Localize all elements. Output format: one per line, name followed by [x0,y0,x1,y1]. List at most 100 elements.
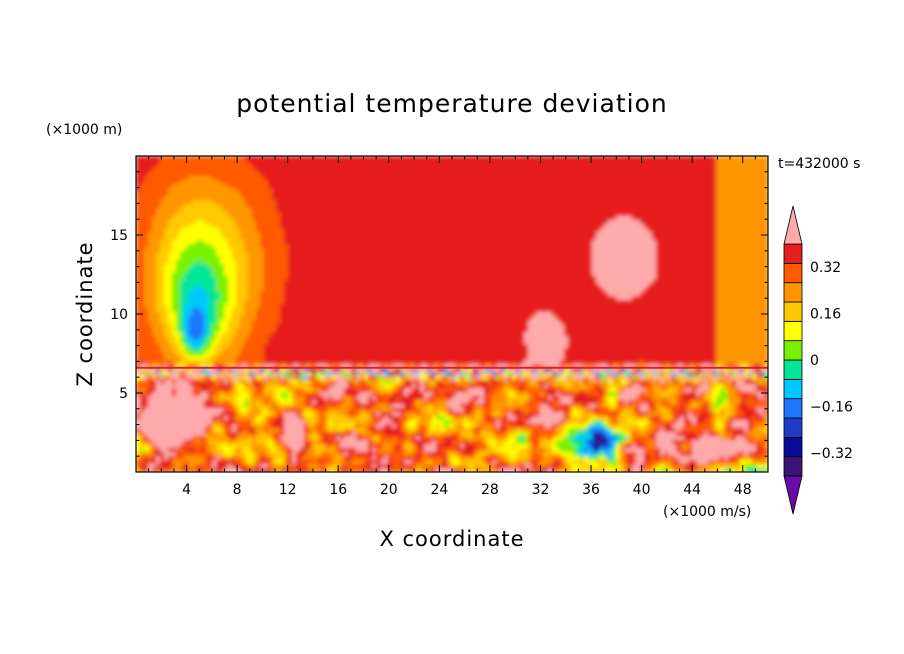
field-cell [532,260,537,265]
field-cell [292,172,297,177]
field-cell [436,252,441,257]
field-cell [236,272,241,277]
field-cell [496,184,501,189]
field-cell [536,236,541,241]
field-cell [448,196,453,201]
field-cell [160,172,165,177]
field-cell [684,272,689,277]
field-cell [576,252,581,257]
field-cell [300,184,305,189]
field-cell [508,240,513,245]
field-cell [452,252,457,257]
field-cell [352,172,357,177]
field-cell [244,228,249,233]
field-cell [736,172,741,177]
field-cell [408,208,413,213]
field-cell [520,180,525,185]
field-cell [384,236,389,241]
field-cell [160,264,165,269]
field-cell [352,280,357,285]
field-cell [728,164,733,169]
field-cell [684,268,689,273]
field-cell [680,164,685,169]
field-cell [476,260,481,265]
field-cell [452,276,457,281]
field-cell [428,176,433,181]
field-cell [376,248,381,253]
field-cell [648,196,653,201]
field-cell [368,276,373,281]
field-cell [424,228,429,233]
field-cell [492,248,497,253]
field-cell [308,212,313,217]
field-cell [464,260,469,265]
field-cell [220,236,225,241]
field-cell [676,156,681,161]
field-cell [604,180,609,185]
field-cell [608,192,613,197]
field-cell [744,276,749,281]
field-cell [256,252,261,257]
field-cell [292,200,297,205]
field-cell [556,168,561,173]
field-cell [300,232,305,237]
field-cell [184,164,189,169]
field-cell [256,244,261,249]
field-cell [636,232,641,237]
field-cell [340,228,345,233]
field-cell [620,264,625,269]
field-cell [248,160,253,165]
field-cell [504,168,509,173]
field-cell [388,196,393,201]
field-cell [596,220,601,225]
field-cell [368,188,373,193]
field-cell [336,224,341,229]
field-cell [656,240,661,245]
field-cell [480,220,485,225]
field-cell [712,176,717,181]
field-cell [196,164,201,169]
field-cell [144,160,149,165]
field-cell [268,168,273,173]
field-cell [760,180,765,185]
field-cell [504,280,509,285]
field-cell [156,192,161,197]
field-cell [572,164,577,169]
field-cell [536,264,541,269]
field-cell [160,180,165,185]
field-cell [556,248,561,253]
field-cell [224,156,229,161]
field-cell [612,244,617,249]
field-cell [548,232,553,237]
field-cell [624,260,629,265]
field-cell [436,184,441,189]
field-cell [624,200,629,205]
field-cell [612,172,617,177]
field-cell [148,252,153,257]
field-cell [196,160,201,165]
field-cell [152,240,157,245]
field-cell [724,192,729,197]
field-cell [348,224,353,229]
field-cell [412,244,417,249]
field-cell [288,192,293,197]
field-cell [532,220,537,225]
field-cell [648,212,653,217]
field-cell [224,260,229,265]
field-cell [396,208,401,213]
field-cell [492,184,497,189]
field-cell [736,208,741,213]
field-cell [668,244,673,249]
field-cell [524,248,529,253]
field-cell [288,236,293,241]
field-cell [524,240,529,245]
field-cell [596,200,601,205]
field-cell [612,252,617,257]
field-cell [588,232,593,237]
field-cell [520,244,525,249]
field-cell [288,248,293,253]
field-cell [220,212,225,217]
field-cell [256,192,261,197]
field-cell [292,280,297,285]
field-cell [428,228,433,233]
